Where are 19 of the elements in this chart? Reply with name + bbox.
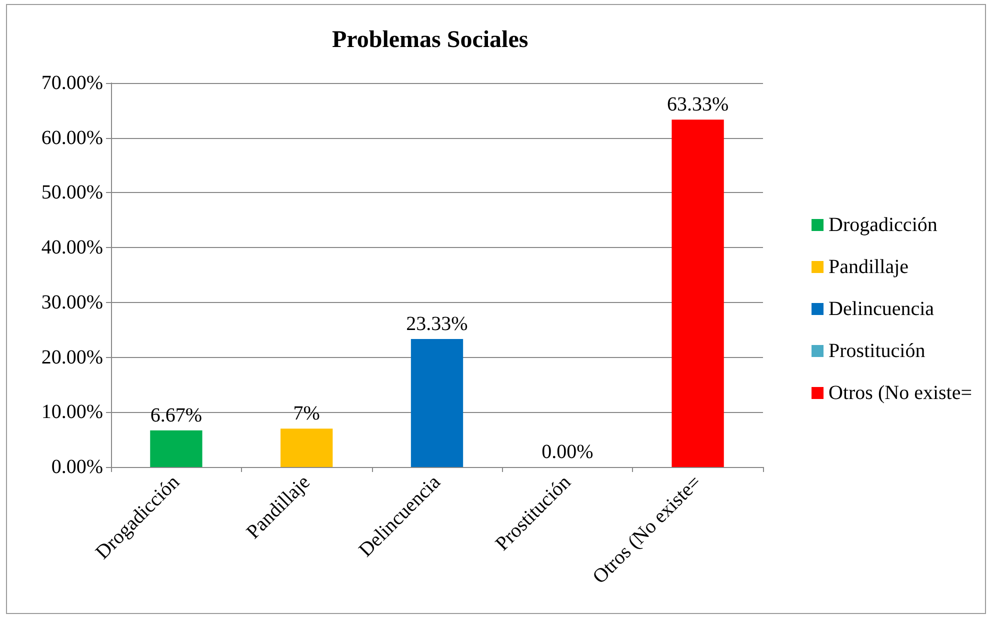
data-label: 63.33% <box>666 94 729 116</box>
legend-label: Pandillaje <box>828 256 909 278</box>
chart-title: Problemas Sociales <box>332 27 528 53</box>
legend-label: Delincuencia <box>828 298 934 320</box>
legend-label: Drogadicción <box>828 214 938 236</box>
y-tick-label: 40.00% <box>41 236 103 259</box>
y-tick-label: 0.00% <box>51 456 103 478</box>
data-label: 23.33% <box>406 313 468 336</box>
y-tick-label: 30.00% <box>41 291 103 314</box>
data-label: 7% <box>293 402 320 425</box>
legend-label: Prostitución <box>828 340 926 362</box>
y-tick-label: 60.00% <box>41 126 103 149</box>
data-label: 0.00% <box>542 441 594 463</box>
y-tick-label: 50.00% <box>41 182 103 204</box>
y-tick-label: 10.00% <box>41 401 103 424</box>
y-tick-label: 20.00% <box>41 346 103 368</box>
data-label: 6.67% <box>150 404 202 426</box>
y-tick-label: 70.00% <box>41 72 103 94</box>
legend-label: Otros (No existe= <box>828 382 972 404</box>
